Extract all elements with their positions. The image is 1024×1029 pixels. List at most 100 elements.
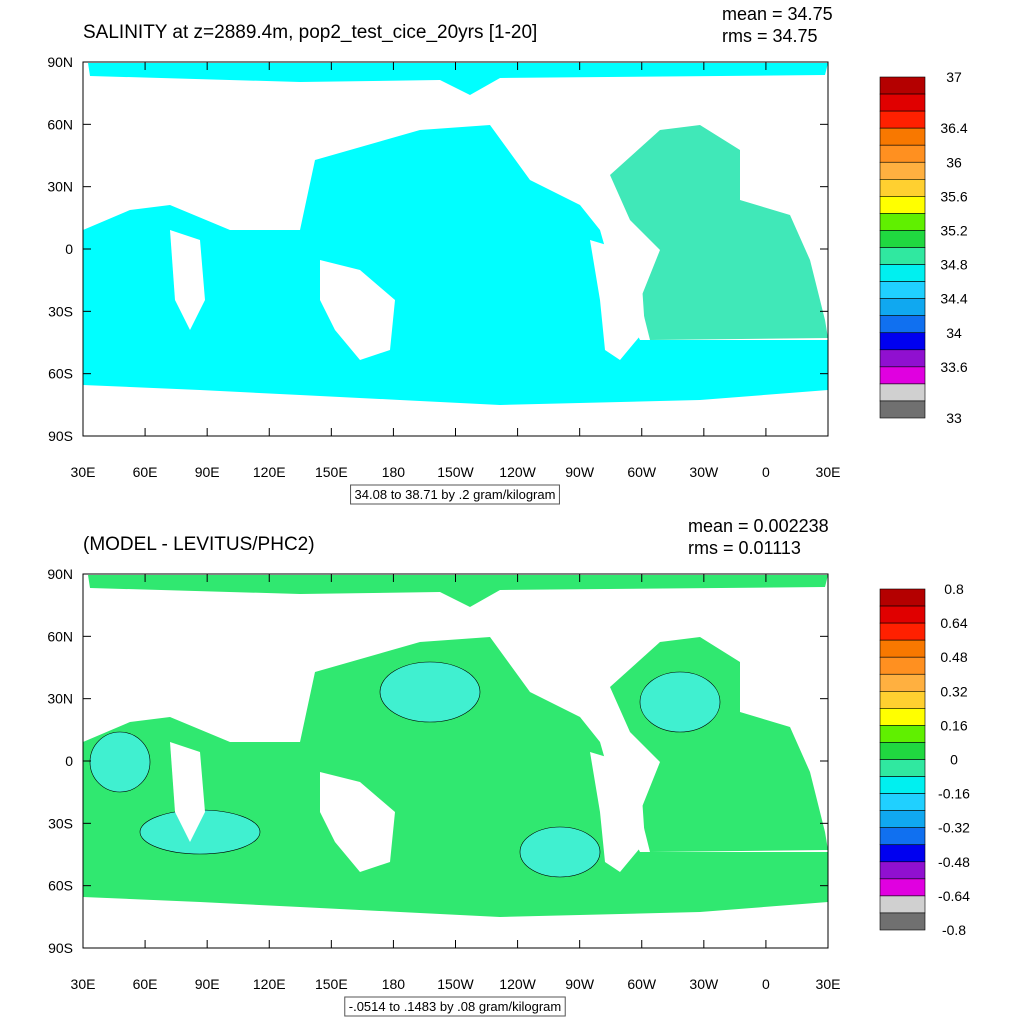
info-box (350, 484, 560, 505)
anomaly (379, 661, 481, 723)
lat-label: 30S (48, 303, 73, 319)
panel-title: (MODEL - LEVITUS/PHC2) (83, 534, 315, 555)
lon-label: 90W (565, 976, 595, 992)
panel: (MODEL - LEVITUS/PHC2) mean = 0.002238rms… (47, 516, 970, 1017)
lat-label: 90N (47, 54, 73, 70)
ocean (83, 637, 828, 917)
land (590, 752, 645, 872)
colorbar-label: 33 (946, 410, 962, 426)
lat-label: 30N (47, 691, 73, 707)
lon-label: 150W (437, 976, 474, 992)
colorbar-box (879, 844, 926, 863)
colorbar-box (879, 179, 926, 197)
colorbar-box (879, 264, 926, 282)
colorbar-box (879, 315, 926, 334)
land (170, 742, 205, 842)
land (740, 662, 800, 722)
colorbar-box (879, 93, 926, 112)
land (320, 772, 395, 872)
colorbar-box (879, 690, 926, 709)
arctic-ocean (88, 575, 828, 607)
lat-label: 30S (48, 815, 73, 831)
colorbar-box (879, 588, 926, 607)
lon-label: 30W (689, 976, 719, 992)
anomaly (639, 671, 721, 733)
arctic-ocean (88, 63, 828, 95)
colorbar-box (879, 725, 926, 743)
info-box (344, 996, 566, 1017)
lon-label: 150E (315, 464, 348, 480)
lat-label: 90S (48, 940, 73, 956)
lon-label: 120W (499, 976, 536, 992)
colorbar-box (879, 230, 926, 248)
lat-label: 60N (47, 116, 73, 132)
mean-label: mean = 0.002238 (688, 516, 829, 536)
colorbar-label: 0.16 (940, 717, 967, 733)
colorbar-box (879, 161, 926, 180)
lon-label: 60E (133, 464, 158, 480)
info-label: 34.08 to 38.71 by .2 gram/kilogram (355, 487, 556, 502)
lat-label: 0 (65, 753, 73, 769)
lon-label: 30E (71, 976, 96, 992)
colorbar-box (879, 298, 926, 316)
lat-label: 60S (48, 366, 73, 382)
anomaly (89, 731, 151, 793)
colorbar-box (879, 895, 926, 914)
colorbar-box (879, 673, 926, 692)
colorbar-label: 34.4 (940, 291, 967, 307)
map-bottom (83, 575, 828, 917)
colorbar-box (879, 76, 926, 95)
lon-label: 120E (253, 464, 286, 480)
rms-label: rms = 34.75 (722, 26, 818, 46)
colorbar-label: -0.48 (938, 854, 970, 870)
lat-label: 90S (48, 428, 73, 444)
colorbar-label: 34.8 (940, 257, 967, 273)
colorbar-box (879, 366, 926, 385)
lon-label: 90E (195, 464, 220, 480)
rms-label: rms = 0.01113 (688, 538, 801, 558)
colorbar-label: 35.2 (940, 222, 967, 238)
lon-label: 90E (195, 976, 220, 992)
lon-label: 0 (762, 976, 770, 992)
colorbar-box (879, 742, 926, 760)
lon-label: 180 (382, 464, 406, 480)
colorbar-box (879, 912, 926, 931)
map-top (83, 63, 828, 405)
land (590, 240, 645, 360)
anomaly (519, 826, 601, 878)
lat-label: 90N (47, 566, 73, 582)
lat-label: 60S (48, 878, 73, 894)
colorbar-box (879, 639, 926, 658)
colorbar-box (879, 110, 926, 129)
lat-label: 0 (65, 241, 73, 257)
lon-label: 60W (627, 976, 657, 992)
colorbar-label: 0 (950, 752, 958, 768)
lon-label: 150E (315, 976, 348, 992)
land (320, 260, 395, 360)
colorbar-label: -0.32 (938, 820, 970, 836)
colorbar-label: 36.4 (940, 120, 967, 136)
colorbar-box (879, 332, 926, 351)
colorbar-box (879, 622, 926, 641)
colorbar-box (879, 656, 926, 675)
colorbar-box (879, 247, 926, 265)
ocean (83, 125, 828, 405)
lon-label: 180 (382, 976, 406, 992)
lon-label: 120E (253, 976, 286, 992)
colorbar-box (879, 383, 926, 402)
colorbar-box (879, 349, 926, 368)
land (740, 150, 800, 210)
colorbar-label: 0.48 (940, 649, 967, 665)
colorbar-label: -0.64 (938, 888, 970, 904)
lon-label: 60E (133, 976, 158, 992)
colorbar-box (879, 810, 926, 829)
colorbar-box (879, 400, 926, 419)
lon-label: 90W (565, 464, 595, 480)
colorbar-label: 0.8 (944, 581, 964, 597)
colorbar-box (879, 878, 926, 897)
colorbar-label: 34 (946, 325, 962, 341)
lon-label: 150W (437, 464, 474, 480)
colorbar-label: 37 (946, 69, 962, 85)
lat-label: 60N (47, 628, 73, 644)
